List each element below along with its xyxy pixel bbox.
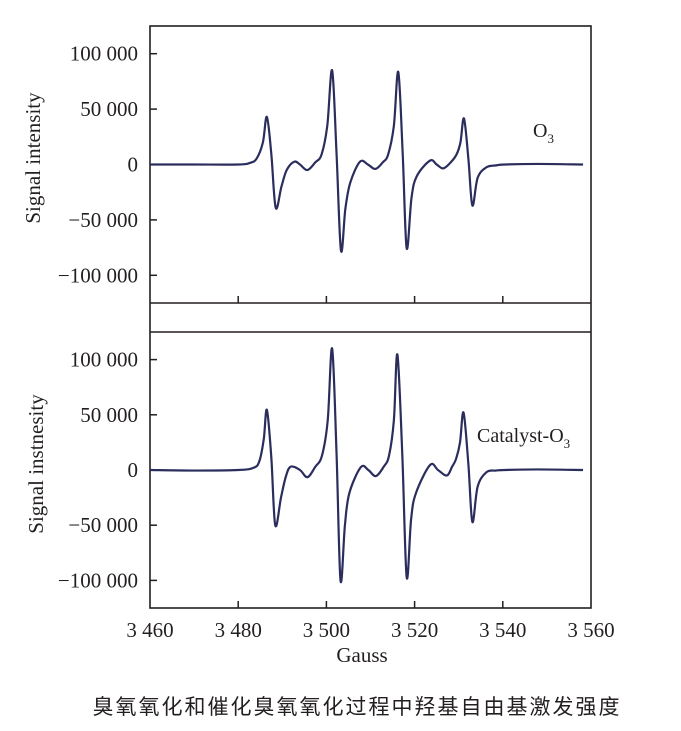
- bottom-y-tick-label: 50 000: [80, 403, 138, 427]
- bottom-y-axis-title: Signal instnesity: [24, 394, 48, 534]
- bottom-x-tick-label: 3 480: [215, 618, 262, 642]
- top-y-tick-label: 0: [128, 153, 139, 177]
- bottom-panel: 100 000 50 000 0 −50 000 −100 000 3 460 3 480 3…: [58, 347, 615, 642]
- top-y-tick-label: −100 000: [58, 263, 138, 287]
- series-label-o3: O3: [533, 120, 554, 146]
- top-panel: 100 000 50 000 0 −50 000 −100 000: [58, 42, 584, 303]
- bottom-x-tick-label: 3 460: [126, 618, 173, 642]
- bottom-y-tick-label: −50 000: [68, 513, 138, 537]
- bottom-y-tick-label: 100 000: [70, 348, 138, 372]
- bottom-y-tick-label: −100 000: [58, 568, 138, 592]
- series-label-o3-sub: 3: [547, 131, 554, 146]
- top-y-tick-label: 100 000: [70, 42, 138, 66]
- series-label-catalyst-sub: 3: [564, 436, 571, 451]
- bottom-x-tick-label: 3 500: [303, 618, 350, 642]
- bottom-y-tick-label: 0: [128, 458, 139, 482]
- series-label-o3-main: O: [533, 120, 547, 142]
- bottom-x-tick-label: 3 520: [391, 618, 438, 642]
- figure-caption: 臭氧氧化和催化臭氧氧化过程中羟基自由基激发强度: [93, 695, 622, 719]
- top-y-tick-label: −50 000: [68, 208, 138, 232]
- series-label-catalyst-main: Catalyst-O: [477, 425, 564, 447]
- outer-frame: [149, 25, 592, 609]
- series-label-catalyst-o3: Catalyst-O3: [477, 425, 570, 451]
- x-axis-title: Gauss: [336, 643, 387, 667]
- bottom-spectrum-line: [149, 347, 584, 584]
- top-y-tick-label: 50 000: [80, 97, 138, 121]
- bottom-x-tick-label: 3 540: [479, 618, 526, 642]
- top-spectrum-line: [150, 69, 584, 253]
- top-y-axis-title: Signal intensity: [21, 92, 45, 224]
- bottom-x-tick-label: 3 560: [567, 618, 614, 642]
